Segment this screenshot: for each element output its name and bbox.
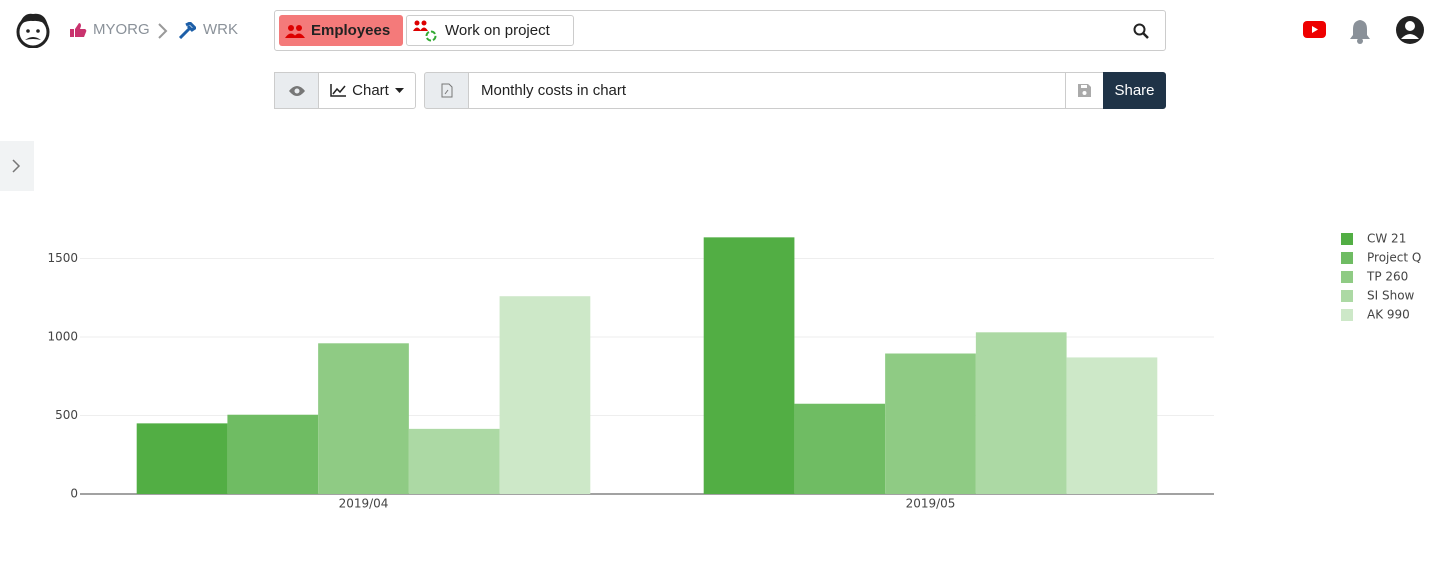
y-tick-label: 1000 [47,330,78,344]
file-icon [441,83,452,98]
y-tick-label: 500 [55,408,78,422]
legend-swatch [1341,309,1353,321]
y-tick-label: 0 [70,487,78,501]
caret [394,88,404,93]
bar [136,423,228,494]
people-recycle-icon [413,20,437,41]
bar [794,403,886,494]
chevron-icon [12,159,21,173]
x-tick-label: 2019/05 [906,497,956,511]
share-label: Share [1114,82,1155,99]
chart-dropdown[interactable]: Chart [318,72,416,109]
search-bar[interactable]: Employees Work on project [274,10,1166,51]
save-icon [1078,84,1091,97]
save-button[interactable] [1065,72,1104,109]
legend-swatch [1341,271,1353,283]
search-icon[interactable] [1133,23,1149,39]
bar [318,343,409,494]
share-button[interactable]: Share [1103,72,1166,109]
legend-swatch [1341,252,1353,264]
legend-label: Project Q [1367,251,1421,265]
eye-icon [288,85,305,96]
legend-label: TP 260 [1366,270,1408,284]
x-tick-label: 2019/04 [339,497,389,511]
bar [703,237,795,494]
logo[interactable] [15,12,51,48]
tab-employees[interactable]: Employees [279,15,403,46]
hammer-icon [178,22,196,39]
tab-label: Employees [311,22,391,39]
breadcrumb-wrk[interactable]: WRK [203,21,238,38]
chart: 0 500 1000 1500 2019/04 2019/05 CW 21 Project Q… [47,232,1421,511]
legend-swatch [1341,233,1353,245]
thumb-icon [70,23,87,37]
breadcrumb-org[interactable]: MYORG [93,21,150,38]
legend-label: SI Show [1367,289,1415,303]
chevron [158,23,168,39]
report-name-input[interactable]: Monthly costs in chart [468,72,1066,109]
bar [227,414,319,494]
people-icon [285,24,305,38]
youtube-icon[interactable] [1303,21,1326,38]
bar [885,353,976,494]
input-value: Monthly costs in chart [481,82,627,99]
eye-button[interactable] [274,72,319,109]
y-tick-label: 1500 [47,251,78,265]
bar [408,428,500,494]
legend-swatch [1341,290,1353,302]
tab-work[interactable]: Work on project [406,15,574,46]
file-button[interactable] [424,72,469,109]
bar [975,332,1067,494]
bar [1066,357,1158,494]
user-icon[interactable] [1395,15,1425,45]
sidebar-toggle[interactable] [0,141,34,191]
legend-label: AK 990 [1367,308,1410,322]
dropdown-label: Chart [352,82,389,99]
bell-icon[interactable] [1349,18,1371,44]
bar [499,296,591,494]
legend-label: CW 21 [1367,232,1406,246]
chart-icon [330,84,347,97]
tab-label: Work on project [445,22,550,39]
